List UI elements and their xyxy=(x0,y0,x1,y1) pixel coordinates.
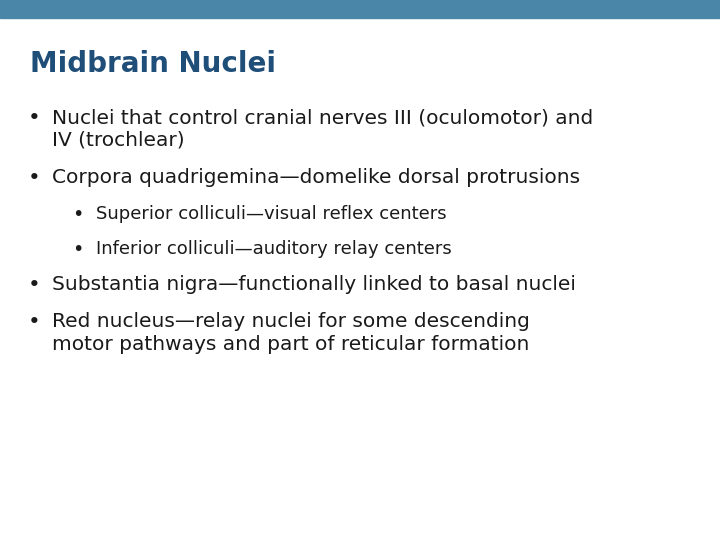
Text: Corpora quadrigemina—domelike dorsal protrusions: Corpora quadrigemina—domelike dorsal pro… xyxy=(52,168,580,187)
Text: •: • xyxy=(28,168,41,188)
Text: •: • xyxy=(28,312,41,332)
Text: •: • xyxy=(72,240,84,259)
Text: Midbrain Nuclei: Midbrain Nuclei xyxy=(30,50,276,78)
Text: Inferior colliculi—auditory relay centers: Inferior colliculi—auditory relay center… xyxy=(96,240,451,258)
Text: motor pathways and part of reticular formation: motor pathways and part of reticular for… xyxy=(52,335,529,354)
Bar xyxy=(0,0,720,18)
Text: Superior colliculi—visual reflex centers: Superior colliculi—visual reflex centers xyxy=(96,205,446,223)
Text: Nuclei that control cranial nerves III (oculomotor) and: Nuclei that control cranial nerves III (… xyxy=(52,108,593,127)
Text: •: • xyxy=(28,108,41,128)
Text: Red nucleus—relay nuclei for some descending: Red nucleus—relay nuclei for some descen… xyxy=(52,312,530,331)
Text: IV (trochlear): IV (trochlear) xyxy=(52,131,184,150)
Text: •: • xyxy=(28,275,41,295)
Text: •: • xyxy=(72,205,84,224)
Text: Substantia nigra—functionally linked to basal nuclei: Substantia nigra—functionally linked to … xyxy=(52,275,576,294)
